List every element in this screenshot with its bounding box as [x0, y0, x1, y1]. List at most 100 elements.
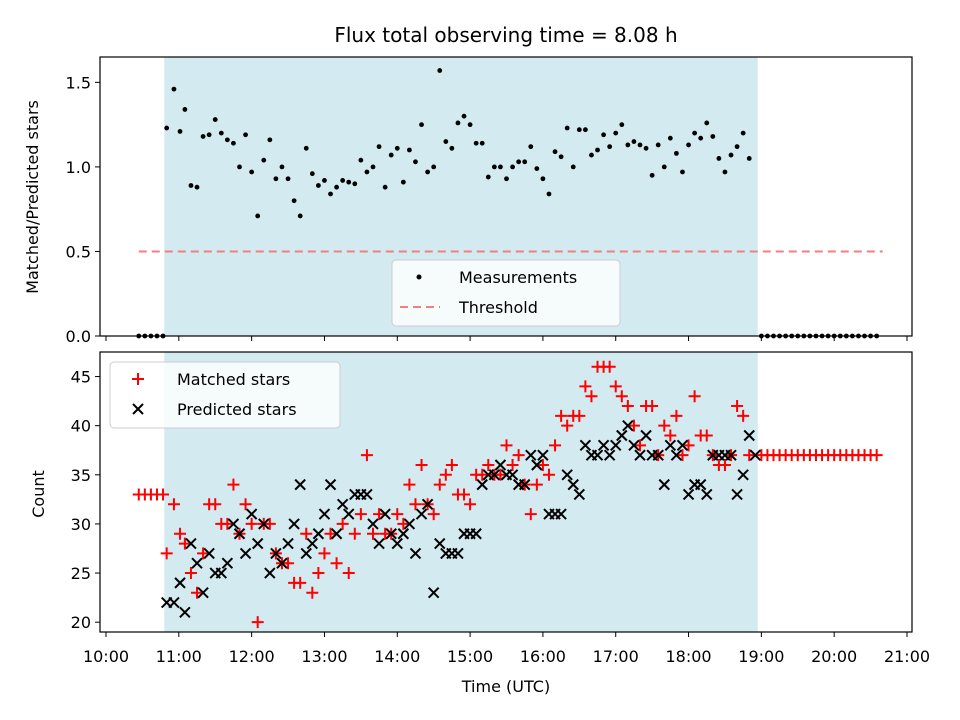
predicted-star-point — [336, 498, 349, 510]
predicted-star-point — [434, 537, 446, 550]
matched-star-point — [294, 576, 307, 589]
bottom-y-tick-label: 45 — [71, 368, 91, 387]
bottom-legend: Matched stars Predicted stars — [109, 361, 341, 429]
measurement-point — [589, 152, 594, 158]
star-count-points — [132, 360, 883, 629]
predicted-star-point — [168, 596, 180, 609]
matched-star-point — [433, 478, 446, 491]
measurement-point — [455, 120, 461, 126]
measurement-point — [431, 164, 437, 170]
measurement-point — [698, 135, 704, 141]
matched-star-point — [743, 449, 756, 462]
predicted-star-point — [264, 567, 276, 579]
measurement-point — [303, 145, 309, 151]
predicted-star-point — [379, 508, 391, 520]
predicted-star-point — [361, 488, 373, 501]
measurement-point — [510, 164, 515, 170]
measurement-point — [655, 142, 661, 148]
matched-legend-marker — [132, 373, 144, 385]
matched-star-point — [615, 390, 628, 403]
matched-star-point — [178, 537, 191, 550]
matched-star-point — [555, 409, 568, 422]
matched-star-point — [561, 419, 574, 432]
measurement-point — [315, 183, 321, 188]
measurement-point — [516, 159, 522, 165]
matched-star-point — [191, 586, 204, 599]
measurement-point — [261, 157, 267, 163]
measurement-point — [704, 120, 710, 126]
predicted-star-point — [525, 449, 537, 461]
measurement-point — [540, 176, 546, 182]
measurement-point — [467, 122, 473, 128]
matched-star-point — [664, 429, 677, 442]
predicted-star-point — [573, 488, 586, 501]
matched-star-point — [184, 567, 197, 580]
measurement-point — [267, 137, 273, 143]
predicted-star-point — [610, 439, 622, 452]
measurement-point — [558, 154, 564, 160]
predicted-star-point — [270, 547, 282, 560]
predicted-star-point — [203, 547, 215, 560]
measurement-point — [400, 179, 406, 185]
measurement-point — [601, 132, 606, 138]
bottom-x-tick-label: 10:00 — [83, 647, 129, 666]
measurement-point — [504, 176, 509, 182]
measurement-point — [346, 179, 352, 185]
threshold-legend-label: Threshold — [458, 298, 538, 317]
measurement-point — [212, 117, 218, 122]
predicted-star-point — [282, 537, 294, 550]
measurement-point — [479, 140, 485, 146]
measurement-point — [370, 164, 376, 170]
matched-star-point — [464, 498, 477, 511]
measurement-point — [746, 156, 752, 161]
matched-star-point — [373, 508, 386, 521]
measurement-point — [692, 130, 698, 136]
matched-star-point — [682, 439, 695, 452]
measurement-point — [722, 169, 728, 175]
measurement-point — [546, 191, 552, 197]
matched-star-point — [524, 508, 537, 521]
measurement-point — [437, 68, 443, 73]
measurement-point — [728, 152, 734, 158]
measurement-point — [419, 122, 424, 128]
matched-star-point — [476, 468, 489, 481]
matched-star-point — [227, 478, 240, 491]
measurement-point — [485, 174, 491, 180]
measurement-point — [285, 176, 291, 182]
measurement-point — [188, 183, 194, 188]
predicted-star-point — [427, 586, 440, 599]
matched-star-point — [458, 488, 471, 501]
measurement-point — [619, 122, 625, 128]
matched-star-point — [348, 527, 361, 540]
predicted-star-point — [318, 508, 331, 520]
matched-star-point — [282, 557, 295, 570]
predicted-star-point — [725, 449, 737, 461]
measurement-point — [291, 198, 297, 204]
predicted-star-point — [197, 586, 209, 599]
measurement-point — [449, 145, 455, 151]
measurement-point — [182, 107, 188, 112]
matched-star-point — [239, 498, 252, 511]
predicted-star-point — [191, 557, 203, 569]
x-axis-label: Time (UTC) — [461, 677, 550, 696]
predicted-star-point — [300, 547, 312, 560]
predicted-star-point — [567, 478, 579, 491]
bottom-panel: 20 25 30 35 40 45 10:00 11:00 12:00 13:00 14:00 15:… — [29, 351, 930, 696]
predicted-star-point — [373, 537, 385, 550]
matched-star-point — [318, 547, 331, 560]
predicted-star-point — [312, 528, 325, 540]
measurement-point — [498, 164, 503, 170]
measurement-point — [643, 145, 649, 151]
matched-star-point — [354, 508, 367, 521]
measurement-point — [171, 86, 177, 92]
matched-star-point — [160, 547, 173, 560]
measurement-point — [382, 184, 388, 190]
measurement-point — [443, 139, 449, 144]
measurement-point — [552, 149, 558, 155]
measurement-point — [322, 178, 327, 183]
measurement-point — [607, 144, 613, 150]
predicted-legend-marker — [132, 403, 144, 415]
predicted-star-point — [579, 439, 592, 452]
predicted-star-point — [245, 508, 258, 520]
matched-star-point — [403, 478, 416, 491]
